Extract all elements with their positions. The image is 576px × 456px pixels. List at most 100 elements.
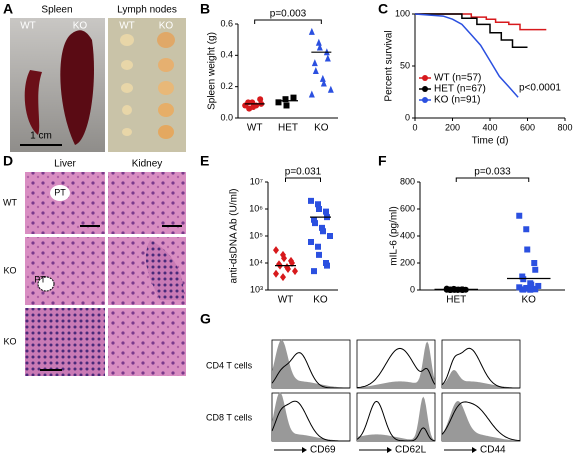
data-point — [459, 287, 466, 293]
y-tick-label: 0 — [410, 284, 415, 294]
marker-label: CD44 — [480, 445, 506, 456]
data-point — [320, 228, 326, 235]
x-tick-label: WT — [247, 123, 263, 134]
survival-line — [415, 13, 547, 31]
survival-line — [414, 13, 519, 98]
label: PT — [34, 274, 46, 284]
data-point — [520, 276, 527, 283]
marker-arrowhead — [472, 447, 477, 453]
y-tick-label: 0.2 — [220, 81, 233, 91]
annotation: p=0.033 — [474, 167, 511, 178]
panel-d — [25, 172, 186, 376]
lymph-nodes — [120, 32, 175, 139]
significance-bracket — [285, 177, 321, 182]
y-axis-label: mIL-6 (pg/ml) — [389, 206, 400, 265]
y-tick-label: 0 — [405, 112, 410, 122]
y-tick-label: 50 — [400, 60, 410, 70]
x-tick-label: KO — [522, 295, 537, 306]
label: CD4 T cells — [206, 360, 253, 370]
data-point — [316, 251, 322, 258]
y-tick-label: 0.0 — [220, 112, 233, 122]
data-point — [315, 243, 321, 250]
data-point — [316, 43, 323, 51]
y-axis-label: anti-dsDNA Ab (U/ml) — [229, 188, 240, 283]
significance-bracket — [455, 177, 530, 182]
data-point — [324, 54, 331, 62]
label: Lymph nodes — [117, 5, 177, 16]
data-point — [289, 259, 295, 267]
data-point — [527, 286, 534, 293]
y-tick-label: 200 — [400, 257, 415, 267]
data-point — [528, 281, 535, 288]
data-point — [532, 266, 539, 273]
data-point — [320, 79, 327, 87]
data-point — [323, 208, 329, 215]
spleen-wt — [24, 70, 42, 135]
data-point — [273, 269, 279, 278]
data-point — [312, 220, 318, 227]
y-tick-label: 10⁶ — [249, 203, 263, 213]
data-point — [281, 254, 287, 263]
y-tick-label: 400 — [400, 230, 415, 240]
isotype-histogram — [272, 339, 350, 388]
data-point — [523, 226, 530, 233]
panel-letter: A — [3, 1, 13, 17]
isotype-histogram — [442, 370, 520, 388]
sample-histogram — [356, 347, 436, 389]
y-tick-label: 10⁷ — [250, 176, 263, 186]
label: WT — [119, 21, 135, 32]
x-tick-label: HET — [278, 123, 298, 134]
label: KO — [73, 21, 88, 32]
data-point — [315, 201, 321, 208]
data-point — [275, 99, 282, 106]
x-tick-label: 800 — [557, 122, 572, 132]
x-tick-label: 400 — [482, 122, 497, 132]
label: KO — [3, 265, 16, 275]
data-point — [312, 67, 319, 74]
panel-letter: B — [200, 1, 210, 17]
data-point — [285, 264, 291, 273]
isotype-histogram — [442, 401, 520, 441]
data-point — [311, 59, 318, 67]
sample-histogram — [271, 352, 350, 389]
label: CD8 T cells — [206, 412, 253, 422]
data-point — [290, 94, 297, 101]
data-point — [308, 197, 314, 204]
label: Kidney — [132, 159, 163, 170]
spleen-ko — [60, 30, 95, 145]
x-tick-label: KO — [314, 123, 329, 134]
panel-letter: G — [200, 311, 211, 327]
label: KO — [3, 336, 16, 346]
panel-letter: C — [378, 1, 388, 17]
label: WT — [20, 21, 36, 32]
x-tick-label: 600 — [520, 122, 535, 132]
data-point — [311, 268, 317, 275]
sample-histogram — [271, 400, 350, 442]
data-point — [520, 286, 527, 293]
y-tick-label: 0.6 — [220, 18, 233, 28]
sample-histogram — [441, 401, 521, 442]
data-point — [308, 90, 315, 98]
data-point — [316, 206, 322, 212]
significance-bracket — [254, 19, 322, 24]
x-tick-label: KO — [313, 295, 328, 306]
panel-letter: E — [200, 153, 209, 169]
data-point — [535, 282, 542, 289]
x-tick-label: WT — [278, 295, 294, 306]
legend-label: WT (n=57) — [434, 73, 481, 84]
y-tick-label: 100 — [395, 8, 410, 18]
sample-histogram — [356, 400, 436, 442]
annotation: p=0.031 — [285, 167, 322, 178]
x-tick-label: 0 — [412, 122, 417, 132]
data-point — [282, 96, 289, 103]
y-tick-label: 10⁴ — [249, 257, 263, 267]
data-point — [454, 287, 461, 293]
data-point — [280, 273, 286, 282]
marker-label: CD69 — [310, 445, 336, 456]
label: WT — [3, 197, 17, 207]
marker-label: CD62L — [395, 445, 427, 456]
label: PT — [54, 187, 66, 197]
data-point — [308, 238, 314, 245]
data-point — [524, 246, 531, 253]
